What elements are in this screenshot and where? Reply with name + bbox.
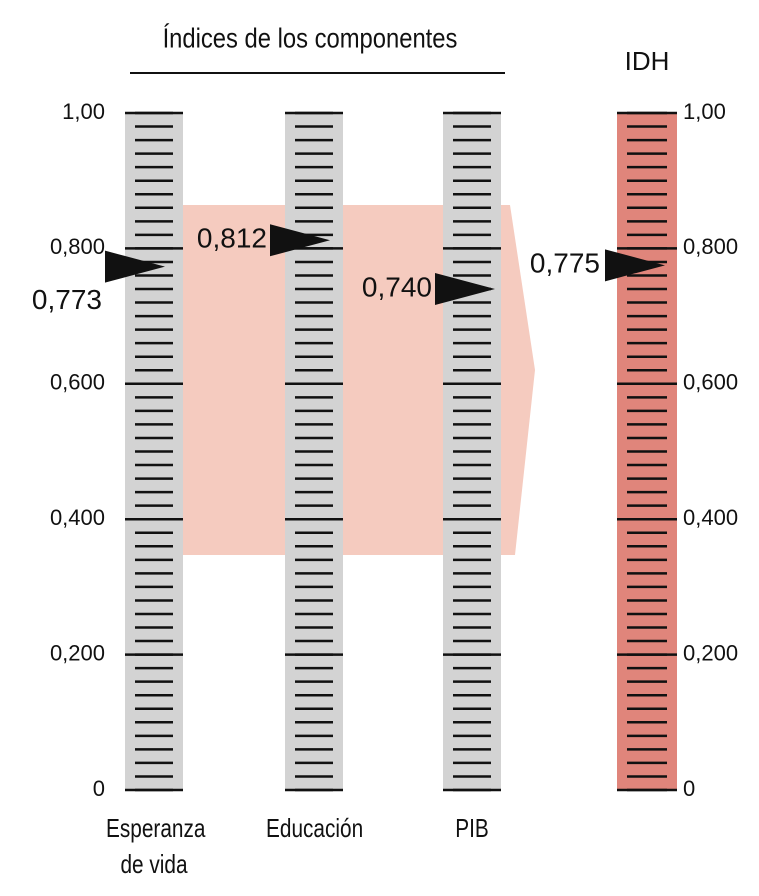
category-label: Educación [266, 813, 364, 843]
y-tick-label: 0,600 [50, 370, 105, 395]
y-tick-label: 0,800 [50, 234, 105, 259]
category-label: PIB [455, 813, 489, 843]
value-label: 0,812 [197, 223, 267, 254]
chart-title: Índices de los componentes [163, 22, 458, 54]
y-tick-label-right: 0,800 [683, 234, 738, 259]
y-tick-label-right: 1,00 [683, 99, 726, 124]
y-tick-label: 1,00 [62, 99, 105, 124]
total-label: IDH [625, 46, 670, 76]
y-tick-label-right: 0 [683, 776, 695, 801]
category-label: Esperanza de vida [106, 813, 206, 879]
marker [105, 250, 165, 283]
marker [270, 224, 330, 257]
y-tick-label: 0,200 [50, 640, 105, 665]
y-tick-label-right: 0,400 [683, 505, 738, 530]
value-label: 0,775 [530, 248, 600, 279]
y-tick-label: 0 [93, 776, 105, 801]
y-tick-label: 0,400 [50, 505, 105, 530]
y-tick-label-right: 0,200 [683, 640, 738, 665]
value-label: 0,740 [362, 271, 432, 302]
marker [605, 249, 665, 282]
y-tick-label-right: 0,600 [683, 370, 738, 395]
value-label: 0,773 [32, 284, 102, 315]
marker [435, 273, 495, 306]
